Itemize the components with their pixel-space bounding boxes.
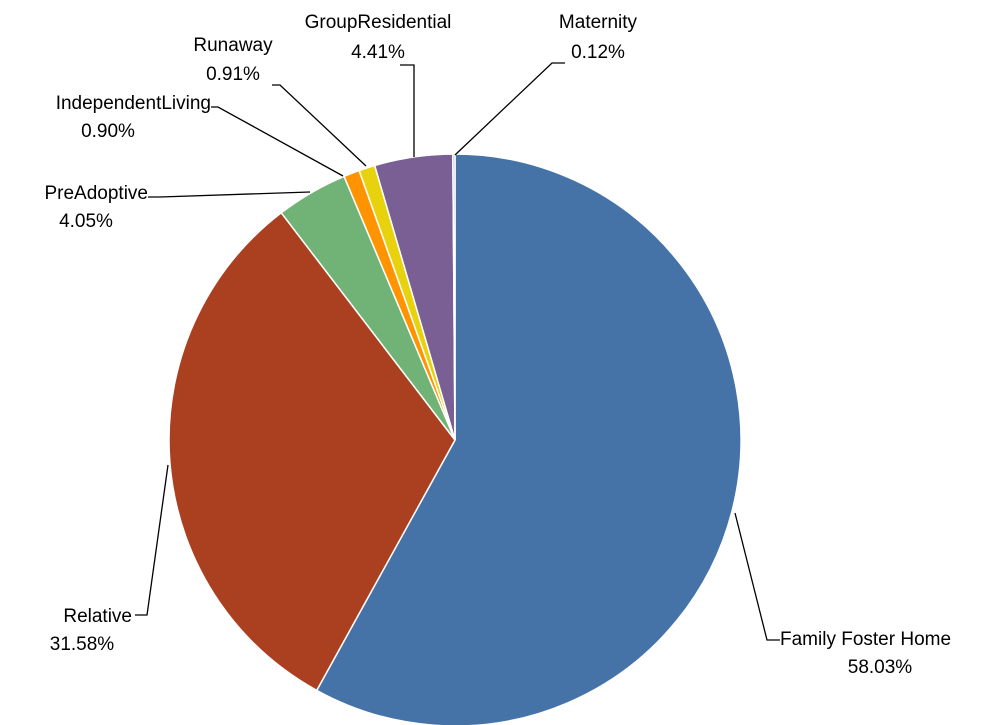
label-value-independent-living: 0.90% xyxy=(81,121,135,142)
leader-line-group-residential xyxy=(400,64,415,157)
label-category-pre-adoptive: PreAdoptive xyxy=(44,183,148,204)
label-category-family-foster-home: Family Foster Home xyxy=(780,629,951,650)
label-category-maternity: Maternity xyxy=(559,12,638,33)
leader-line-runaway xyxy=(272,84,367,167)
pie-slices xyxy=(168,153,742,725)
leader-line-independent-living xyxy=(211,106,344,177)
label-category-group-residential: GroupResidential xyxy=(305,12,452,33)
label-value-group-residential: 4.41% xyxy=(351,42,405,63)
slice-labels: Family Foster Home 58.03% Relative 31.58% Pr… xyxy=(44,12,951,678)
label-value-pre-adoptive: 4.05% xyxy=(59,211,113,232)
slice-family-foster-home xyxy=(315,153,742,725)
label-value-family-foster-home: 58.03% xyxy=(848,657,913,678)
leader-line-maternity xyxy=(454,62,565,156)
label-value-runaway: 0.91% xyxy=(206,64,260,85)
leader-line-relative xyxy=(135,464,169,616)
label-category-independent-living: IndependentLiving xyxy=(56,93,211,114)
label-category-runaway: Runaway xyxy=(193,35,273,56)
leader-lines xyxy=(135,62,780,641)
slice-maternity xyxy=(452,153,456,441)
leader-line-family-foster-home xyxy=(734,512,780,641)
leader-line-pre-adoptive xyxy=(148,191,311,198)
slice-relative xyxy=(168,211,456,692)
label-value-maternity: 0.12% xyxy=(571,42,625,63)
label-category-relative: Relative xyxy=(63,606,132,627)
label-value-relative: 31.58% xyxy=(50,634,115,655)
